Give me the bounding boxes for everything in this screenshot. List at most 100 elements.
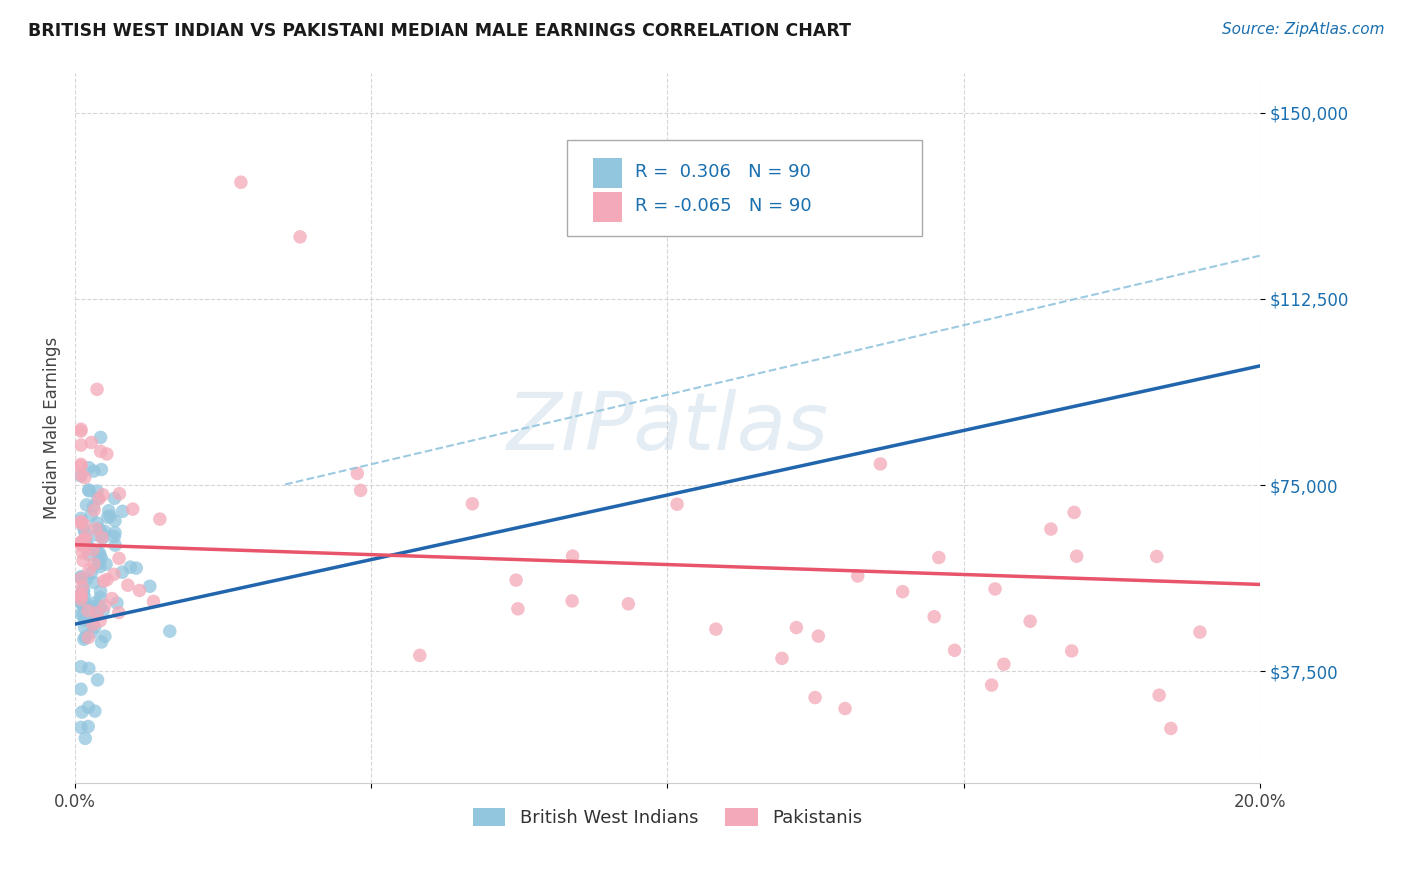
Point bbox=[108, 551, 131, 566]
Point bbox=[70, 571, 93, 585]
Point bbox=[561, 594, 583, 608]
Point bbox=[70, 535, 93, 549]
Point bbox=[96, 510, 118, 524]
Point bbox=[90, 444, 112, 458]
Point bbox=[617, 597, 640, 611]
Point bbox=[72, 521, 94, 535]
Point bbox=[96, 447, 118, 461]
Text: R =  0.306   N = 90: R = 0.306 N = 90 bbox=[636, 163, 811, 181]
Point bbox=[77, 661, 100, 675]
Point bbox=[159, 624, 181, 639]
Point bbox=[125, 561, 148, 575]
Point bbox=[1039, 522, 1062, 536]
Point bbox=[980, 678, 1002, 692]
Point bbox=[70, 572, 93, 586]
Point bbox=[70, 536, 93, 550]
Point bbox=[73, 620, 96, 634]
Point bbox=[80, 625, 103, 640]
Point bbox=[83, 609, 105, 624]
Point bbox=[117, 578, 139, 592]
Point bbox=[86, 606, 108, 620]
Point bbox=[77, 483, 100, 497]
Point bbox=[349, 483, 371, 498]
Point bbox=[70, 458, 93, 473]
Point bbox=[91, 531, 114, 545]
Point bbox=[229, 175, 252, 189]
Point bbox=[993, 657, 1015, 672]
Point bbox=[89, 614, 111, 628]
Point bbox=[928, 550, 950, 565]
FancyBboxPatch shape bbox=[593, 193, 623, 222]
Point bbox=[107, 606, 129, 620]
Point bbox=[77, 460, 100, 475]
Point bbox=[90, 550, 112, 565]
Point bbox=[90, 430, 112, 444]
Point bbox=[70, 720, 93, 734]
Point bbox=[70, 591, 93, 606]
Point bbox=[73, 533, 96, 547]
Point bbox=[128, 583, 150, 598]
Point bbox=[984, 582, 1007, 596]
Point bbox=[86, 382, 108, 396]
Point bbox=[834, 701, 856, 715]
Point bbox=[75, 731, 97, 746]
Point bbox=[87, 557, 110, 571]
Point bbox=[505, 573, 527, 587]
Point bbox=[87, 522, 110, 536]
Point bbox=[139, 579, 162, 593]
Point bbox=[70, 538, 93, 552]
Point bbox=[72, 597, 94, 611]
Point bbox=[77, 563, 100, 577]
Point bbox=[70, 468, 93, 483]
Point bbox=[93, 524, 115, 539]
Point bbox=[1188, 625, 1211, 640]
Point bbox=[72, 535, 94, 549]
Text: ZIPatlas: ZIPatlas bbox=[506, 389, 828, 467]
Point bbox=[785, 621, 807, 635]
Point bbox=[76, 573, 98, 587]
Point bbox=[104, 525, 127, 540]
Point bbox=[86, 673, 108, 687]
Point bbox=[1147, 688, 1170, 702]
Point bbox=[70, 580, 93, 594]
Point bbox=[72, 553, 94, 567]
Point bbox=[409, 648, 432, 663]
Point bbox=[142, 594, 165, 608]
Point bbox=[93, 599, 115, 613]
Point bbox=[70, 570, 93, 584]
Point bbox=[288, 230, 311, 244]
Point bbox=[666, 497, 689, 511]
Text: R = -0.065   N = 90: R = -0.065 N = 90 bbox=[636, 197, 813, 216]
Point bbox=[77, 604, 100, 618]
Point bbox=[87, 491, 110, 506]
Point bbox=[73, 525, 96, 540]
Point bbox=[73, 583, 96, 598]
Point bbox=[94, 629, 117, 643]
Point bbox=[75, 541, 97, 555]
Point bbox=[86, 484, 108, 499]
Point bbox=[93, 574, 115, 588]
Point bbox=[77, 631, 100, 645]
Point bbox=[104, 538, 127, 552]
Point bbox=[346, 467, 368, 481]
Point bbox=[770, 651, 793, 665]
Point bbox=[1066, 549, 1088, 564]
Point bbox=[149, 512, 172, 526]
Point bbox=[72, 545, 94, 559]
Point bbox=[70, 705, 93, 719]
Point bbox=[80, 599, 103, 614]
Point bbox=[121, 502, 143, 516]
Point bbox=[82, 500, 104, 514]
Point bbox=[70, 458, 93, 472]
Text: Source: ZipAtlas.com: Source: ZipAtlas.com bbox=[1222, 22, 1385, 37]
Point bbox=[70, 516, 93, 530]
Point bbox=[96, 573, 118, 587]
Point bbox=[561, 549, 583, 563]
Point bbox=[76, 538, 98, 552]
Point bbox=[94, 557, 117, 571]
Point bbox=[86, 599, 108, 614]
FancyBboxPatch shape bbox=[593, 158, 623, 188]
Point bbox=[83, 620, 105, 634]
Point bbox=[90, 635, 112, 649]
Point bbox=[73, 591, 96, 605]
